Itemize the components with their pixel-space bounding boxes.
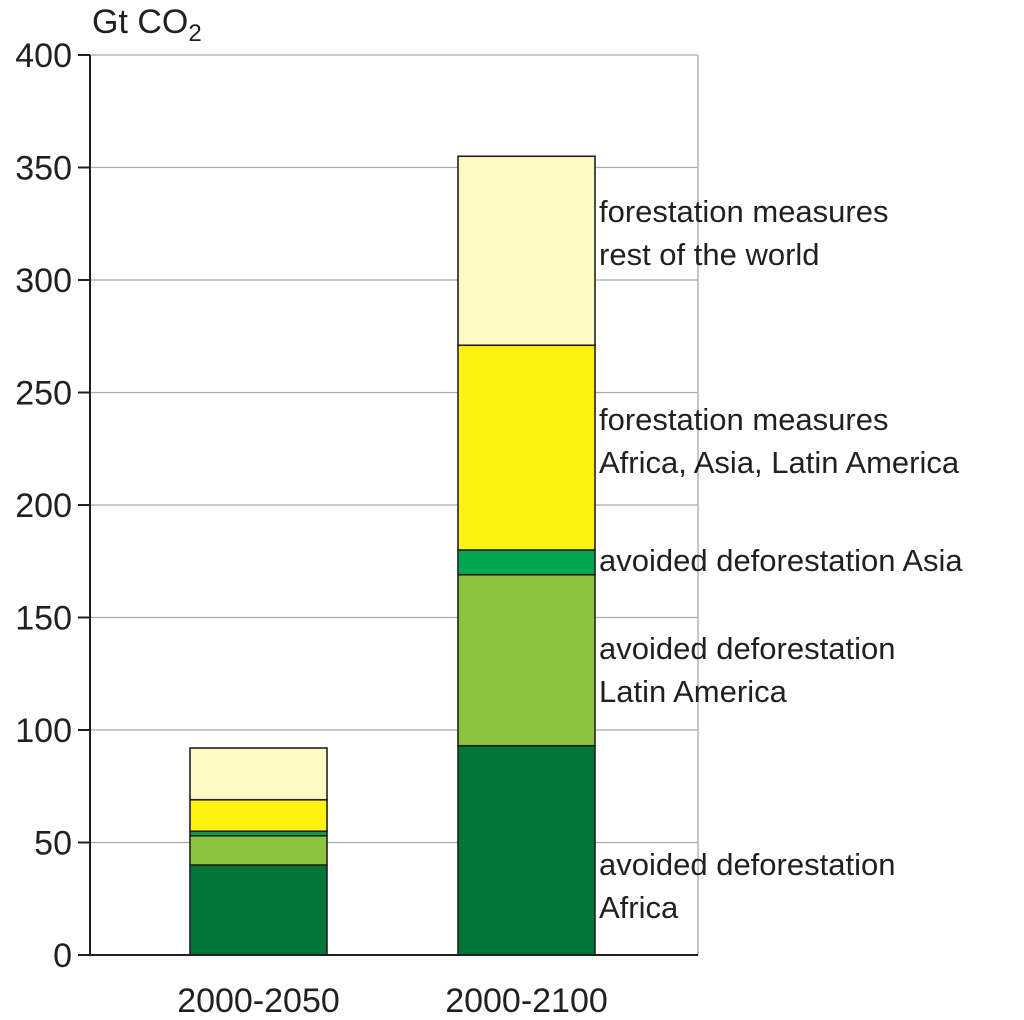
y-axis-unit-label: Gt CO2: [92, 3, 202, 47]
bar-segment-2000-2100-2: [457, 573, 596, 747]
bar-segment-2000-2100-3: [457, 549, 596, 576]
y-tick-label: 300: [15, 262, 72, 300]
bar-segment-2000-2050-1: [189, 864, 328, 956]
y-tick-label: 250: [15, 375, 72, 413]
y-tick-label: 50: [34, 825, 72, 863]
x-category-label: 2000-2100: [445, 982, 608, 1020]
annotation-forestation-africa-asia-latin-america: forestation measures Africa, Asia, Latin…: [599, 402, 960, 480]
y-tick-label: 200: [15, 487, 72, 525]
bar-segment-2000-2050-4: [189, 798, 328, 833]
y-tick-label: 0: [53, 937, 72, 975]
annotation-avoided-deforestation-asia: avoided deforestation Asia: [599, 543, 963, 578]
bar-segment-2000-2100-4: [457, 344, 596, 551]
x-category-label: 2000-2050: [177, 982, 340, 1020]
y-tick-label: 150: [15, 600, 72, 638]
y-tick-label: 350: [15, 150, 72, 188]
annotation-avoided-deforestation-latin-america: avoided deforestation Latin America: [599, 631, 896, 709]
annotation-avoided-deforestation-africa: avoided deforestation Africa: [599, 847, 896, 925]
annotation-forestation-rest-of-world: forestation measures rest of the world: [599, 194, 889, 272]
bar-segment-2000-2050-5: [189, 747, 328, 801]
y-tick-label: 400: [15, 37, 72, 75]
bar-segment-2000-2100-5: [457, 155, 596, 347]
y-tick-label: 100: [15, 712, 72, 750]
bar-segment-2000-2100-1: [457, 744, 596, 956]
bar-segment-2000-2050-2: [189, 834, 328, 866]
